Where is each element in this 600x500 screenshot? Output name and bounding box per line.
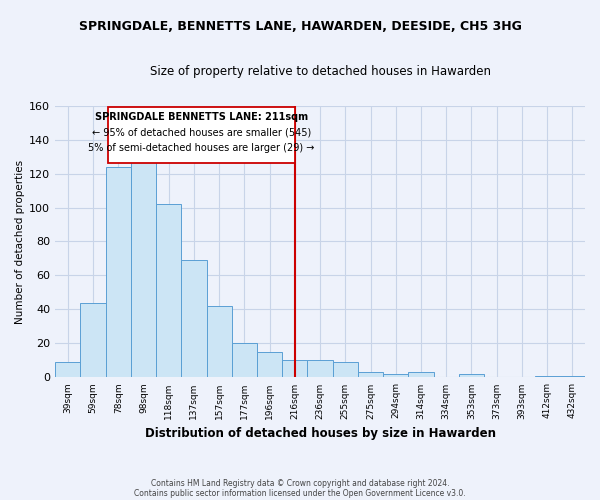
Bar [131,158,156,378]
FancyBboxPatch shape [108,108,295,164]
Text: ← 95% of detached houses are smaller (545): ← 95% of detached houses are smaller (54… [92,128,311,138]
Bar [156,204,181,378]
Bar [181,260,206,378]
X-axis label: Distribution of detached houses by size in Hawarden: Distribution of detached houses by size … [145,427,496,440]
Bar [409,372,434,378]
Text: SPRINGDALE, BENNETTS LANE, HAWARDEN, DEESIDE, CH5 3HG: SPRINGDALE, BENNETTS LANE, HAWARDEN, DEE… [79,20,521,33]
Bar [560,376,585,378]
Bar [535,376,560,378]
Bar [206,306,232,378]
Text: 5% of semi-detached houses are larger (29) →: 5% of semi-detached houses are larger (2… [88,143,314,153]
Bar [55,362,80,378]
Bar [257,352,282,378]
Bar [459,374,484,378]
Bar [358,372,383,378]
Bar [332,362,358,378]
Text: Contains public sector information licensed under the Open Government Licence v3: Contains public sector information licen… [134,488,466,498]
Text: SPRINGDALE BENNETTS LANE: 211sqm: SPRINGDALE BENNETTS LANE: 211sqm [95,112,308,122]
Bar [80,302,106,378]
Title: Size of property relative to detached houses in Hawarden: Size of property relative to detached ho… [149,65,491,78]
Bar [383,374,409,378]
Bar [232,344,257,378]
Bar [106,166,131,378]
Y-axis label: Number of detached properties: Number of detached properties [15,160,25,324]
Bar [307,360,332,378]
Bar [282,360,307,378]
Text: Contains HM Land Registry data © Crown copyright and database right 2024.: Contains HM Land Registry data © Crown c… [151,478,449,488]
